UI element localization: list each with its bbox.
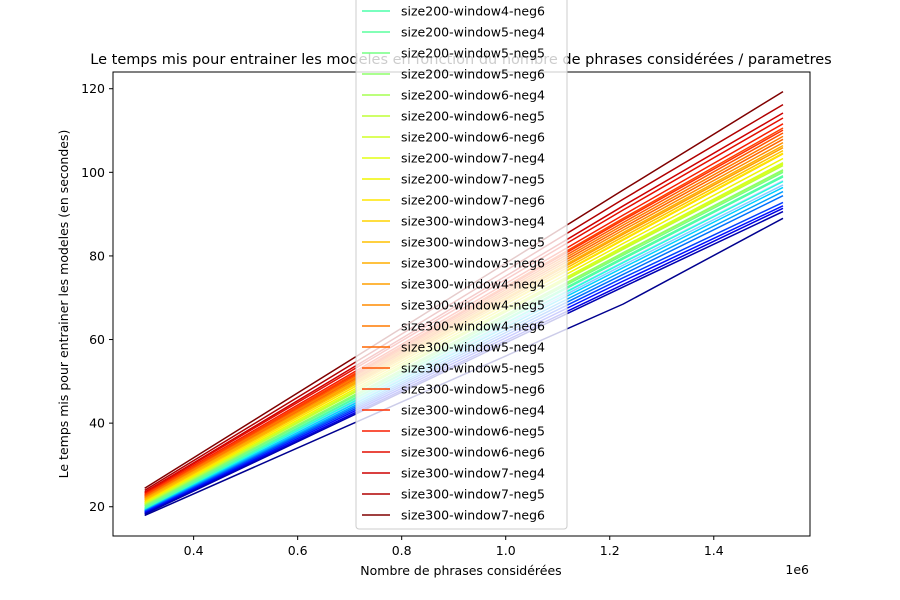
series-line (144, 190, 784, 512)
legend-label: size300-window3-neg5 (401, 235, 545, 250)
legend-label: size300-window7-neg4 (401, 466, 545, 481)
series-line (144, 129, 784, 497)
series-line (144, 117, 784, 494)
y-axis: 20 40 60 80 100 120 (81, 81, 113, 514)
x-tick-label: 0.6 (288, 543, 308, 558)
legend-label: size200-window6-neg5 (401, 109, 545, 124)
legend: size200-window4-neg6 size200-window5-neg4… (355, 0, 568, 530)
series-line (144, 207, 784, 515)
y-tick-label: 40 (89, 416, 105, 431)
x-tick-label: 1.2 (600, 543, 620, 558)
y-tick-label: 100 (81, 165, 105, 180)
legend-label: size300-window5-neg5 (401, 361, 545, 376)
x-tick-label: 1.4 (704, 543, 724, 558)
x-tick-label: 1.0 (496, 543, 516, 558)
series-line (144, 164, 784, 506)
legend-label: size200-window4-neg6 (401, 4, 545, 19)
legend-label: size300-window4-neg6 (401, 319, 545, 334)
series-line (144, 138, 784, 499)
series-line (144, 103, 784, 492)
legend-label: size300-window7-neg5 (401, 487, 545, 502)
y-tick-label: 120 (81, 81, 105, 96)
y-axis-title: Le temps mis pour entrainer les modeles … (56, 130, 71, 479)
x-tick-label: 0.8 (392, 543, 412, 558)
legend-label: size200-window6-neg6 (401, 130, 545, 145)
y-tick-label: 20 (89, 499, 105, 514)
series-line (144, 127, 784, 496)
legend-label: size300-window4-neg5 (401, 298, 545, 313)
series-line (144, 135, 784, 498)
series-line (144, 132, 784, 497)
series-line (144, 217, 784, 517)
series-line (144, 169, 784, 507)
legend-label: size300-window6-neg4 (401, 403, 545, 418)
legend-label: size200-window5-neg6 (401, 67, 545, 82)
legend-label: size200-window6-neg4 (401, 88, 545, 103)
x-tick-label: 0.4 (184, 543, 204, 558)
legend-box (355, 0, 568, 530)
series-line (144, 210, 784, 515)
series-line (144, 144, 784, 500)
series-line (144, 157, 784, 504)
series-line (144, 201, 784, 513)
x-axis: 0.4 0.6 0.8 1.0 1.2 1.4 (184, 536, 724, 558)
legend-label: size300-window3-neg4 (401, 214, 545, 229)
legend-label: size200-window7-neg4 (401, 151, 545, 166)
series-lines (144, 90, 784, 517)
x-axis-offset-label: 1e6 (785, 562, 809, 577)
series-line (144, 180, 784, 510)
legend-label: size300-window3-neg6 (401, 256, 545, 271)
series-line (144, 205, 784, 514)
series-line (144, 184, 784, 511)
series-line (144, 141, 784, 500)
y-tick-label: 60 (89, 332, 105, 347)
series-line (144, 186, 784, 511)
y-tick-label: 80 (89, 248, 105, 263)
legend-label: size300-window4-neg4 (401, 277, 545, 292)
series-line (144, 149, 784, 502)
legend-label: size300-window7-neg6 (401, 508, 545, 523)
legend-label: size200-window7-neg5 (401, 172, 545, 187)
legend-label: size300-window5-neg6 (401, 382, 545, 397)
series-line (144, 152, 784, 503)
legend-label: size200-window7-neg6 (401, 193, 545, 208)
x-axis-title: Nombre de phrases considérées (360, 563, 561, 578)
series-line (144, 162, 784, 505)
legend-label: size300-window6-neg6 (401, 445, 545, 460)
series-line (144, 112, 784, 493)
series-line (144, 171, 784, 508)
series-line (144, 90, 784, 489)
legend-label: size200-window5-neg4 (401, 25, 545, 40)
series-line (144, 195, 784, 512)
series-line (144, 123, 784, 495)
legend-label: size300-window5-neg4 (401, 340, 545, 355)
series-line (144, 176, 784, 510)
legend-label: size200-window5-neg5 (401, 46, 545, 61)
legend-label: size300-window6-neg5 (401, 424, 545, 439)
